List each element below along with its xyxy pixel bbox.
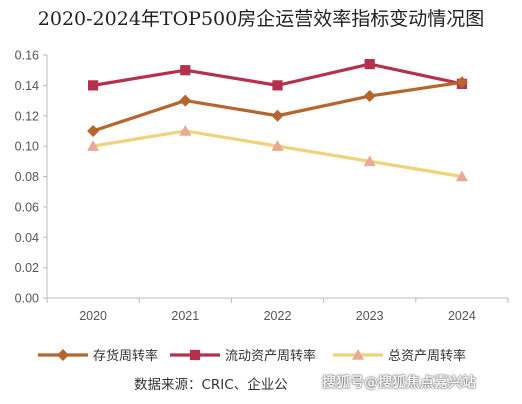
- data-point: [271, 140, 284, 151]
- legend-label: 总资产周转率: [388, 348, 466, 364]
- x-tick-label: 2024: [448, 309, 476, 323]
- y-tick-label: 0.04: [15, 231, 39, 245]
- y-tick-label: 0.08: [15, 170, 39, 184]
- y-tick-label: 0.10: [15, 140, 39, 154]
- series-line: [92, 129, 463, 179]
- data-point: [87, 124, 100, 137]
- series-markers: [87, 59, 468, 182]
- x-tick-label: 2021: [171, 309, 199, 323]
- data-point: [179, 124, 192, 136]
- data-point: [87, 140, 100, 151]
- y-tick-label: 0.00: [15, 292, 39, 306]
- data-source: 数据来源：CRIC、企业公: [134, 377, 288, 393]
- legend: 存货周转率 流动资产周转率 总资产周转率: [38, 348, 466, 364]
- y-tick-label: 0.14: [15, 79, 39, 93]
- data-point: [364, 59, 375, 70]
- y-tick-label: 0.16: [15, 49, 39, 63]
- y-tick-label: 0.02: [15, 261, 39, 275]
- x-axis: 2020 2021 2022 2023 2024: [46, 297, 509, 323]
- x-tick-label: 2022: [264, 309, 292, 323]
- data-point: [363, 90, 376, 103]
- chart-title: 2020-2024年TOP500房企运营效率指标变动情况图: [37, 8, 485, 30]
- data-point: [272, 80, 283, 91]
- legend-marker: [352, 349, 364, 360]
- y-axis: 0.00 0.02 0.04 0.06 0.08 0.10 0.12 0.14 0.16: [15, 49, 48, 306]
- watermark: 搜狐号@搜狐焦点嘉兴站: [322, 375, 476, 391]
- data-point: [363, 155, 376, 167]
- legend-marker: [57, 349, 69, 361]
- data-point: [455, 76, 468, 89]
- x-tick-label: 2020: [79, 309, 107, 323]
- data-point: [455, 170, 468, 182]
- y-tick-label: 0.06: [15, 200, 39, 214]
- y-tick-label: 0.12: [15, 109, 39, 123]
- x-tick-label: 2023: [356, 309, 384, 323]
- legend-label: 存货周转率: [93, 348, 158, 364]
- data-point: [180, 65, 191, 76]
- data-point: [179, 94, 192, 107]
- data-point: [88, 80, 99, 91]
- data-point: [271, 109, 284, 122]
- legend-label: 流动资产周转率: [225, 348, 316, 364]
- legend-marker: [189, 349, 201, 361]
